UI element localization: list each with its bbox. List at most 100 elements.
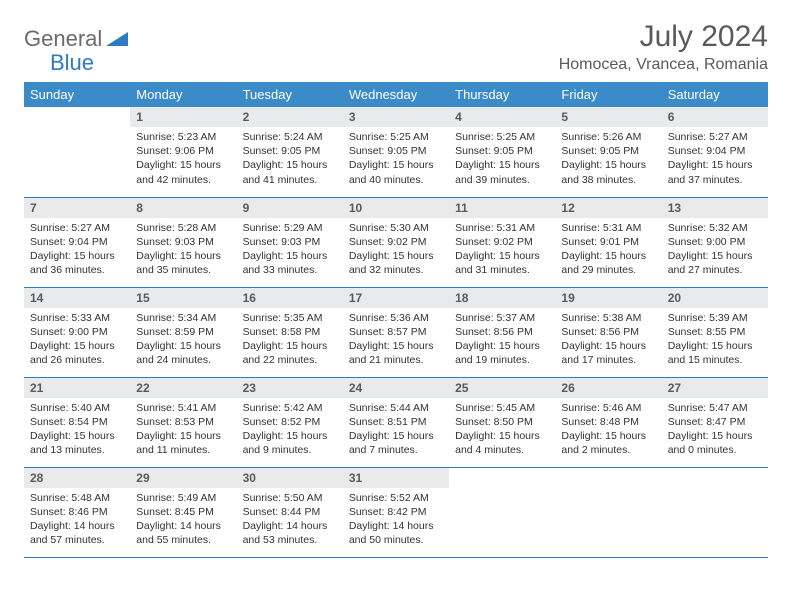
logo-blue-wrap: Blue — [50, 50, 94, 76]
calendar-cell — [555, 467, 661, 557]
calendar-cell — [449, 467, 555, 557]
sunrise-line: Sunrise: 5:35 AM — [243, 311, 337, 325]
day-number: 5 — [555, 107, 661, 127]
sunrise-line: Sunrise: 5:50 AM — [243, 491, 337, 505]
day-number: 17 — [343, 288, 449, 308]
daylight-line: Daylight: 15 hours and 11 minutes. — [136, 429, 230, 457]
day-number: 28 — [24, 468, 130, 488]
sunset-line: Sunset: 9:03 PM — [243, 235, 337, 249]
day-info: Sunrise: 5:23 AMSunset: 9:06 PMDaylight:… — [130, 127, 236, 193]
day-info: Sunrise: 5:27 AMSunset: 9:04 PMDaylight:… — [24, 218, 130, 284]
daylight-line: Daylight: 15 hours and 29 minutes. — [561, 249, 655, 277]
calendar-cell: 14Sunrise: 5:33 AMSunset: 9:00 PMDayligh… — [24, 287, 130, 377]
sunset-line: Sunset: 9:02 PM — [349, 235, 443, 249]
calendar-cell: 30Sunrise: 5:50 AMSunset: 8:44 PMDayligh… — [237, 467, 343, 557]
day-number: 2 — [237, 107, 343, 127]
day-info: Sunrise: 5:37 AMSunset: 8:56 PMDaylight:… — [449, 308, 555, 374]
sunset-line: Sunset: 8:44 PM — [243, 505, 337, 519]
sunrise-line: Sunrise: 5:27 AM — [30, 221, 124, 235]
sunrise-line: Sunrise: 5:44 AM — [349, 401, 443, 415]
calendar-cell: 24Sunrise: 5:44 AMSunset: 8:51 PMDayligh… — [343, 377, 449, 467]
daylight-line: Daylight: 15 hours and 40 minutes. — [349, 158, 443, 186]
sunset-line: Sunset: 8:48 PM — [561, 415, 655, 429]
day-info: Sunrise: 5:45 AMSunset: 8:50 PMDaylight:… — [449, 398, 555, 464]
daylight-line: Daylight: 15 hours and 7 minutes. — [349, 429, 443, 457]
calendar-cell: 25Sunrise: 5:45 AMSunset: 8:50 PMDayligh… — [449, 377, 555, 467]
calendar-row: 1Sunrise: 5:23 AMSunset: 9:06 PMDaylight… — [24, 107, 768, 197]
day-number: 22 — [130, 378, 236, 398]
day-info: Sunrise: 5:34 AMSunset: 8:59 PMDaylight:… — [130, 308, 236, 374]
day-number: 24 — [343, 378, 449, 398]
calendar-body: 1Sunrise: 5:23 AMSunset: 9:06 PMDaylight… — [24, 107, 768, 557]
daylight-line: Daylight: 15 hours and 27 minutes. — [668, 249, 762, 277]
day-number: 6 — [662, 107, 768, 127]
daylight-line: Daylight: 15 hours and 37 minutes. — [668, 158, 762, 186]
sunrise-line: Sunrise: 5:25 AM — [455, 130, 549, 144]
calendar-cell — [24, 107, 130, 197]
sunrise-line: Sunrise: 5:32 AM — [668, 221, 762, 235]
calendar-cell: 5 Sunrise: 5:26 AMSunset: 9:05 PMDaylight… — [555, 107, 661, 197]
day-number: 31 — [343, 468, 449, 488]
sunrise-line: Sunrise: 5:47 AM — [668, 401, 762, 415]
day-number: 9 — [237, 198, 343, 218]
day-number: 10 — [343, 198, 449, 218]
day-header: Tuesday — [237, 82, 343, 107]
calendar-row: 14Sunrise: 5:33 AMSunset: 9:00 PMDayligh… — [24, 287, 768, 377]
sunset-line: Sunset: 9:02 PM — [455, 235, 549, 249]
logo-text-general: General — [24, 26, 102, 52]
sunrise-line: Sunrise: 5:29 AM — [243, 221, 337, 235]
calendar-cell: 26Sunrise: 5:46 AMSunset: 8:48 PMDayligh… — [555, 377, 661, 467]
sunrise-line: Sunrise: 5:46 AM — [561, 401, 655, 415]
daylight-line: Daylight: 15 hours and 38 minutes. — [561, 158, 655, 186]
sunset-line: Sunset: 9:04 PM — [668, 144, 762, 158]
sunset-line: Sunset: 8:54 PM — [30, 415, 124, 429]
sunrise-line: Sunrise: 5:39 AM — [668, 311, 762, 325]
daylight-line: Daylight: 15 hours and 24 minutes. — [136, 339, 230, 367]
calendar-cell: 18Sunrise: 5:37 AMSunset: 8:56 PMDayligh… — [449, 287, 555, 377]
daylight-line: Daylight: 15 hours and 31 minutes. — [455, 249, 549, 277]
day-header-row: SundayMondayTuesdayWednesdayThursdayFrid… — [24, 82, 768, 107]
calendar-cell: 27Sunrise: 5:47 AMSunset: 8:47 PMDayligh… — [662, 377, 768, 467]
daylight-line: Daylight: 15 hours and 9 minutes. — [243, 429, 337, 457]
day-info: Sunrise: 5:33 AMSunset: 9:00 PMDaylight:… — [24, 308, 130, 374]
day-number: 7 — [24, 198, 130, 218]
day-header: Wednesday — [343, 82, 449, 107]
sunrise-line: Sunrise: 5:24 AM — [243, 130, 337, 144]
calendar-cell: 6Sunrise: 5:27 AMSunset: 9:04 PMDaylight… — [662, 107, 768, 197]
header: General Blue July 2024 Homocea, Vrancea,… — [24, 20, 768, 74]
day-info: Sunrise: 5:47 AMSunset: 8:47 PMDaylight:… — [662, 398, 768, 464]
day-number: 8 — [130, 198, 236, 218]
sunrise-line: Sunrise: 5:26 AM — [561, 130, 655, 144]
day-number: 19 — [555, 288, 661, 308]
day-header: Thursday — [449, 82, 555, 107]
day-number: 15 — [130, 288, 236, 308]
sunrise-line: Sunrise: 5:41 AM — [136, 401, 230, 415]
calendar-table: SundayMondayTuesdayWednesdayThursdayFrid… — [24, 82, 768, 558]
daylight-line: Daylight: 14 hours and 50 minutes. — [349, 519, 443, 547]
daylight-line: Daylight: 14 hours and 53 minutes. — [243, 519, 337, 547]
daylight-line: Daylight: 14 hours and 57 minutes. — [30, 519, 124, 547]
sunset-line: Sunset: 9:05 PM — [455, 144, 549, 158]
daylight-line: Daylight: 15 hours and 22 minutes. — [243, 339, 337, 367]
day-number: 20 — [662, 288, 768, 308]
day-number: 23 — [237, 378, 343, 398]
day-number: 21 — [24, 378, 130, 398]
sunrise-line: Sunrise: 5:36 AM — [349, 311, 443, 325]
sunset-line: Sunset: 9:05 PM — [561, 144, 655, 158]
calendar-cell: 3Sunrise: 5:25 AMSunset: 9:05 PMDaylight… — [343, 107, 449, 197]
calendar-cell: 1Sunrise: 5:23 AMSunset: 9:06 PMDaylight… — [130, 107, 236, 197]
sunrise-line: Sunrise: 5:33 AM — [30, 311, 124, 325]
daylight-line: Daylight: 14 hours and 55 minutes. — [136, 519, 230, 547]
calendar-cell: 4Sunrise: 5:25 AMSunset: 9:05 PMDaylight… — [449, 107, 555, 197]
daylight-line: Daylight: 15 hours and 0 minutes. — [668, 429, 762, 457]
sunrise-line: Sunrise: 5:23 AM — [136, 130, 230, 144]
logo-triangle-icon — [106, 28, 128, 51]
day-info: Sunrise: 5:30 AMSunset: 9:02 PMDaylight:… — [343, 218, 449, 284]
sunset-line: Sunset: 8:56 PM — [455, 325, 549, 339]
calendar-cell: 10Sunrise: 5:30 AMSunset: 9:02 PMDayligh… — [343, 197, 449, 287]
sunset-line: Sunset: 8:52 PM — [243, 415, 337, 429]
day-info: Sunrise: 5:35 AMSunset: 8:58 PMDaylight:… — [237, 308, 343, 374]
day-header: Saturday — [662, 82, 768, 107]
sunrise-line: Sunrise: 5:40 AM — [30, 401, 124, 415]
daylight-line: Daylight: 15 hours and 35 minutes. — [136, 249, 230, 277]
